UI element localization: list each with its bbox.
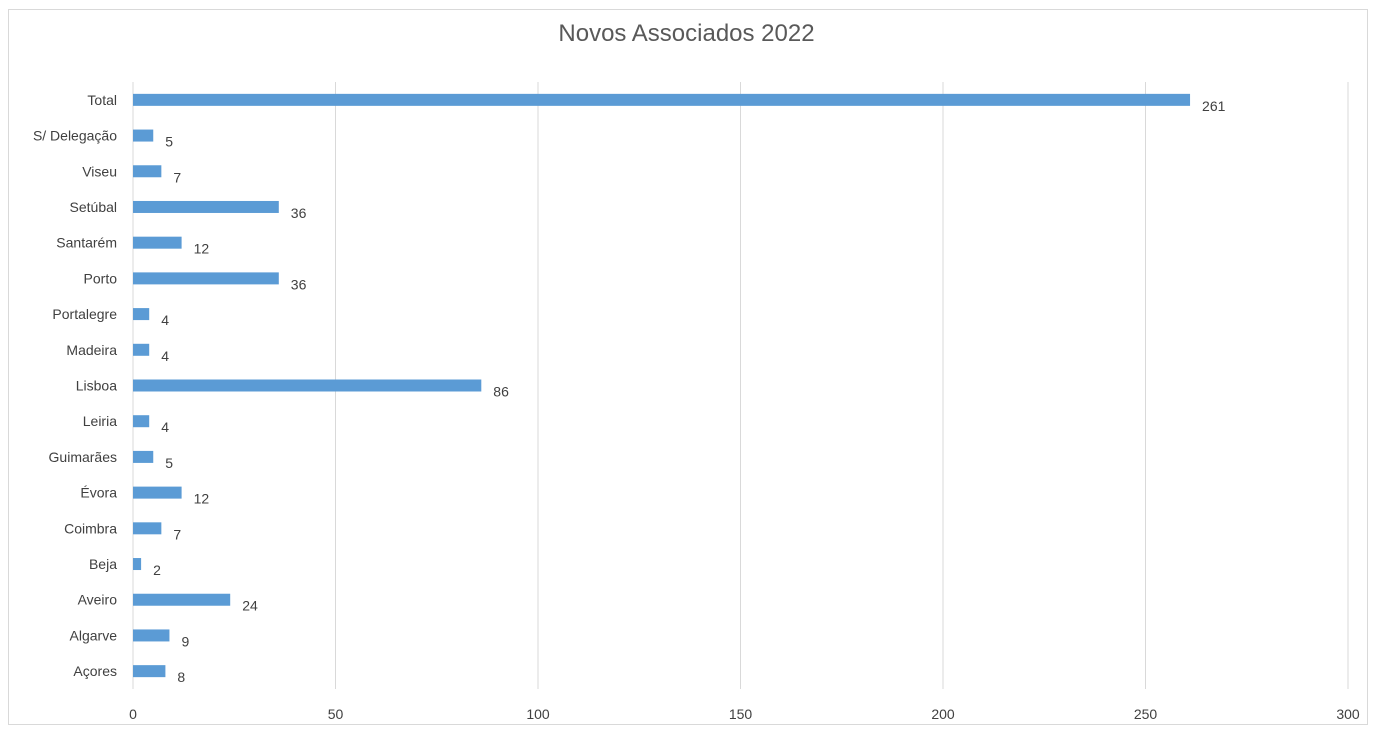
data-label: 4 <box>161 312 169 328</box>
bar <box>133 629 170 642</box>
category-label: Portalegre <box>52 306 117 322</box>
bar <box>133 93 1191 106</box>
bar <box>133 379 482 392</box>
data-label: 261 <box>1202 98 1226 114</box>
data-label: 86 <box>493 384 509 400</box>
data-label: 7 <box>173 526 181 542</box>
bar <box>133 272 279 285</box>
data-label: 8 <box>177 669 185 685</box>
category-label: S/ Delegação <box>33 128 117 144</box>
bar <box>133 486 182 499</box>
bar <box>133 558 142 571</box>
bar <box>133 415 150 428</box>
bar <box>133 665 166 678</box>
chart-title: Novos Associados 2022 <box>558 20 815 47</box>
category-label: Madeira <box>66 342 117 358</box>
data-label: 7 <box>173 169 181 185</box>
category-label: Setúbal <box>70 199 117 215</box>
data-label: 4 <box>161 419 169 435</box>
bar <box>133 308 150 321</box>
bar <box>133 236 182 249</box>
chart-area <box>8 9 1368 725</box>
labels: 0 50 100 150 200 250 300 Total 261 S/ Delegação 5 V… <box>33 92 1360 722</box>
category-label: Viseu <box>82 163 117 179</box>
category-label: Aveiro <box>78 592 118 608</box>
bar <box>133 343 150 356</box>
bar <box>133 522 162 535</box>
category-label: Coimbra <box>64 520 117 536</box>
data-label: 5 <box>165 134 173 150</box>
data-label: 36 <box>291 276 307 292</box>
bar <box>133 593 231 606</box>
data-label: 9 <box>181 633 189 649</box>
bars <box>133 93 1191 678</box>
bar <box>133 450 154 463</box>
category-label: Total <box>87 92 117 108</box>
data-label: 36 <box>291 205 307 221</box>
category-label: Beja <box>89 556 117 572</box>
x-tick-label: 250 <box>1134 706 1158 722</box>
category-label: Açores <box>73 663 117 679</box>
data-label: 12 <box>194 491 210 507</box>
bar <box>133 165 162 178</box>
bar <box>133 200 279 213</box>
category-label: Évora <box>80 485 117 501</box>
gridlines <box>132 82 1349 689</box>
x-tick-label: 100 <box>526 706 550 722</box>
category-label: Porto <box>84 270 118 286</box>
category-label: Lisboa <box>76 378 117 394</box>
bar <box>133 129 154 142</box>
x-tick-label: 200 <box>931 706 955 722</box>
category-label: Guimarães <box>49 449 117 465</box>
category-label: Leiria <box>83 413 117 429</box>
data-label: 5 <box>165 455 173 471</box>
category-label: Santarém <box>56 235 117 251</box>
x-tick-label: 0 <box>129 706 137 722</box>
category-label: Algarve <box>70 627 118 643</box>
data-label: 4 <box>161 348 169 364</box>
x-tick-label: 50 <box>328 706 344 722</box>
data-label: 2 <box>153 562 161 578</box>
x-tick-label: 150 <box>729 706 753 722</box>
x-tick-label: 300 <box>1336 706 1360 722</box>
data-label: 12 <box>194 241 210 257</box>
data-label: 24 <box>242 598 258 614</box>
